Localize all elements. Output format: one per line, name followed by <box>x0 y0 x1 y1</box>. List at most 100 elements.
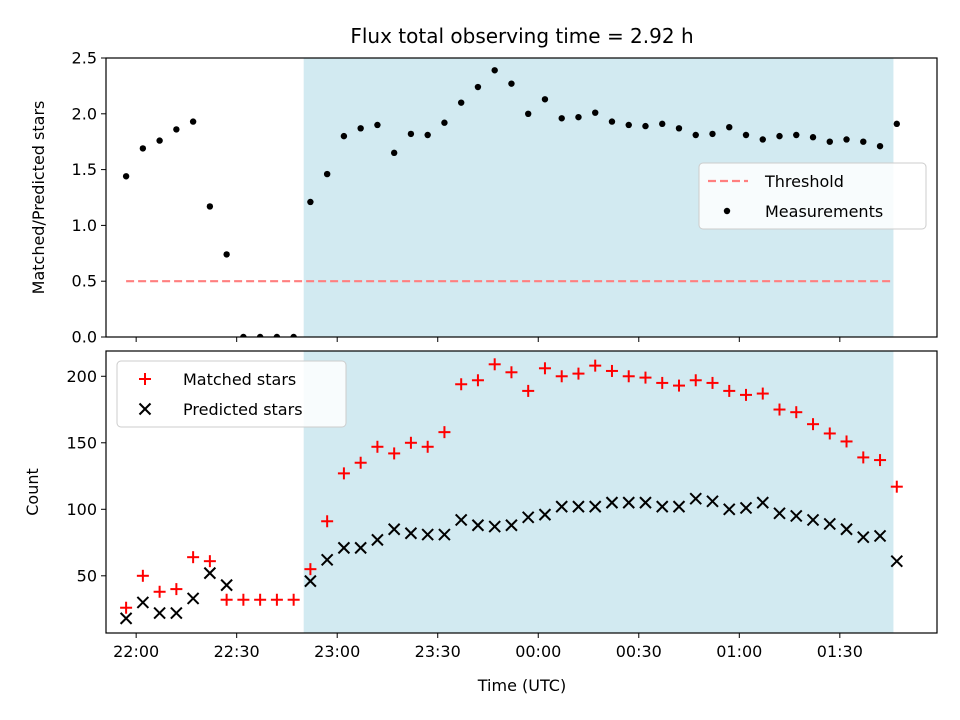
predicted-point <box>890 554 903 568</box>
predicted-point <box>320 553 334 567</box>
measurement-point <box>575 113 582 121</box>
predicted-point <box>689 492 702 505</box>
y-tick-label: 50 <box>77 566 97 585</box>
measurement-point <box>876 142 884 150</box>
matched-point <box>756 387 769 400</box>
legend-label: Threshold <box>764 172 844 191</box>
predicted-point <box>454 513 468 527</box>
matched-point <box>790 406 803 419</box>
predicted-point <box>119 612 133 625</box>
matched-point <box>874 454 887 467</box>
y-axis-label: Matched/Predicted stars <box>29 101 48 295</box>
matched-point <box>187 551 200 564</box>
legend-box <box>116 360 347 428</box>
matched-point <box>337 467 350 480</box>
predicted-point <box>203 566 217 580</box>
predicted-point <box>622 496 635 509</box>
matched-point <box>153 585 166 598</box>
matched-point <box>120 601 133 614</box>
predicted-point <box>857 531 870 544</box>
measurement-point <box>793 131 800 139</box>
matched-point <box>220 593 233 606</box>
matched-point <box>807 418 820 431</box>
matched-point <box>488 358 501 371</box>
matched-point <box>689 374 702 387</box>
y-tick-label: 0.5 <box>72 272 97 291</box>
matched-point <box>740 388 753 401</box>
measurement-point <box>307 198 314 206</box>
predicted-point <box>873 529 887 543</box>
matched-point <box>706 376 719 389</box>
plot-area <box>122 67 900 337</box>
y-tick-label: 1.5 <box>72 160 97 179</box>
legend-box <box>698 162 927 230</box>
axes-frame <box>105 350 938 634</box>
predicted-point <box>471 519 485 532</box>
predicted-point <box>438 528 451 541</box>
predicted-point <box>706 495 719 508</box>
measurement-point <box>625 121 632 129</box>
x-axis-label: Time (UTC) <box>477 676 566 695</box>
measurement-point <box>893 120 900 128</box>
predicted-point <box>387 523 401 536</box>
measurement-point <box>709 130 716 138</box>
legend-label: Predicted stars <box>183 400 303 419</box>
predicted-point <box>421 528 434 541</box>
matched-point <box>672 379 685 392</box>
count-panel: 50 100 150 200 22:00 22:30 23:00 23:30 00:00 00:3… <box>23 350 938 661</box>
legend-measurement-swatch <box>723 207 731 215</box>
predicted-point <box>505 519 518 532</box>
predicted-point <box>840 523 853 536</box>
predicted-point <box>723 503 736 516</box>
y-tick-label: 200 <box>66 367 97 386</box>
measurement-point <box>491 67 498 74</box>
predicted-point <box>170 606 183 620</box>
matched-point <box>823 427 836 440</box>
matched-point <box>136 569 149 582</box>
matched-point <box>605 364 618 377</box>
matched-point <box>890 480 903 493</box>
matched-point <box>555 370 568 383</box>
predicted-point <box>220 578 233 592</box>
y-tick-label: 2.5 <box>72 49 97 68</box>
predicted-point <box>404 527 418 540</box>
predicted-point <box>605 496 619 509</box>
matched-point <box>857 451 870 464</box>
measurement-point <box>173 126 180 133</box>
ratio-panel: 0.0 0.5 1.0 1.5 2.0 2.5 Matched/Predicted star… <box>29 49 938 347</box>
measurement-point <box>156 137 163 144</box>
matched-point <box>538 362 551 375</box>
x-tick-label: 22:00 <box>113 642 159 661</box>
measurement-point <box>860 138 867 145</box>
x-tick-label: 23:00 <box>314 642 360 661</box>
measurement-point <box>525 110 532 118</box>
matched-point <box>840 435 853 448</box>
matched-point <box>304 563 317 576</box>
predicted-point <box>756 496 769 509</box>
predicted-point <box>806 513 820 527</box>
legend-label: Matched stars <box>183 370 296 389</box>
matched-point <box>170 583 183 596</box>
matched-point <box>237 593 250 606</box>
measurement-point <box>139 145 147 152</box>
measurement-point <box>608 118 616 125</box>
predicted-point <box>488 520 501 533</box>
matched-point <box>589 359 602 372</box>
measurement-point <box>357 125 364 132</box>
measurement-point <box>407 130 415 138</box>
predicted-point <box>153 606 166 620</box>
measurement-point <box>742 131 750 139</box>
measurement-point <box>642 122 649 130</box>
matched-point <box>421 440 434 453</box>
predicted-point <box>186 592 200 605</box>
matched-point <box>404 436 417 449</box>
y-tick-label: 150 <box>66 433 97 452</box>
matched-point <box>321 515 334 528</box>
matched-point <box>471 374 484 387</box>
matched-point <box>656 376 669 389</box>
measurement-point <box>390 149 398 157</box>
predicted-point <box>337 541 351 555</box>
predicted-point <box>572 500 585 513</box>
legend-matched-swatch <box>139 373 151 385</box>
y-tick-label: 0.0 <box>72 328 97 347</box>
